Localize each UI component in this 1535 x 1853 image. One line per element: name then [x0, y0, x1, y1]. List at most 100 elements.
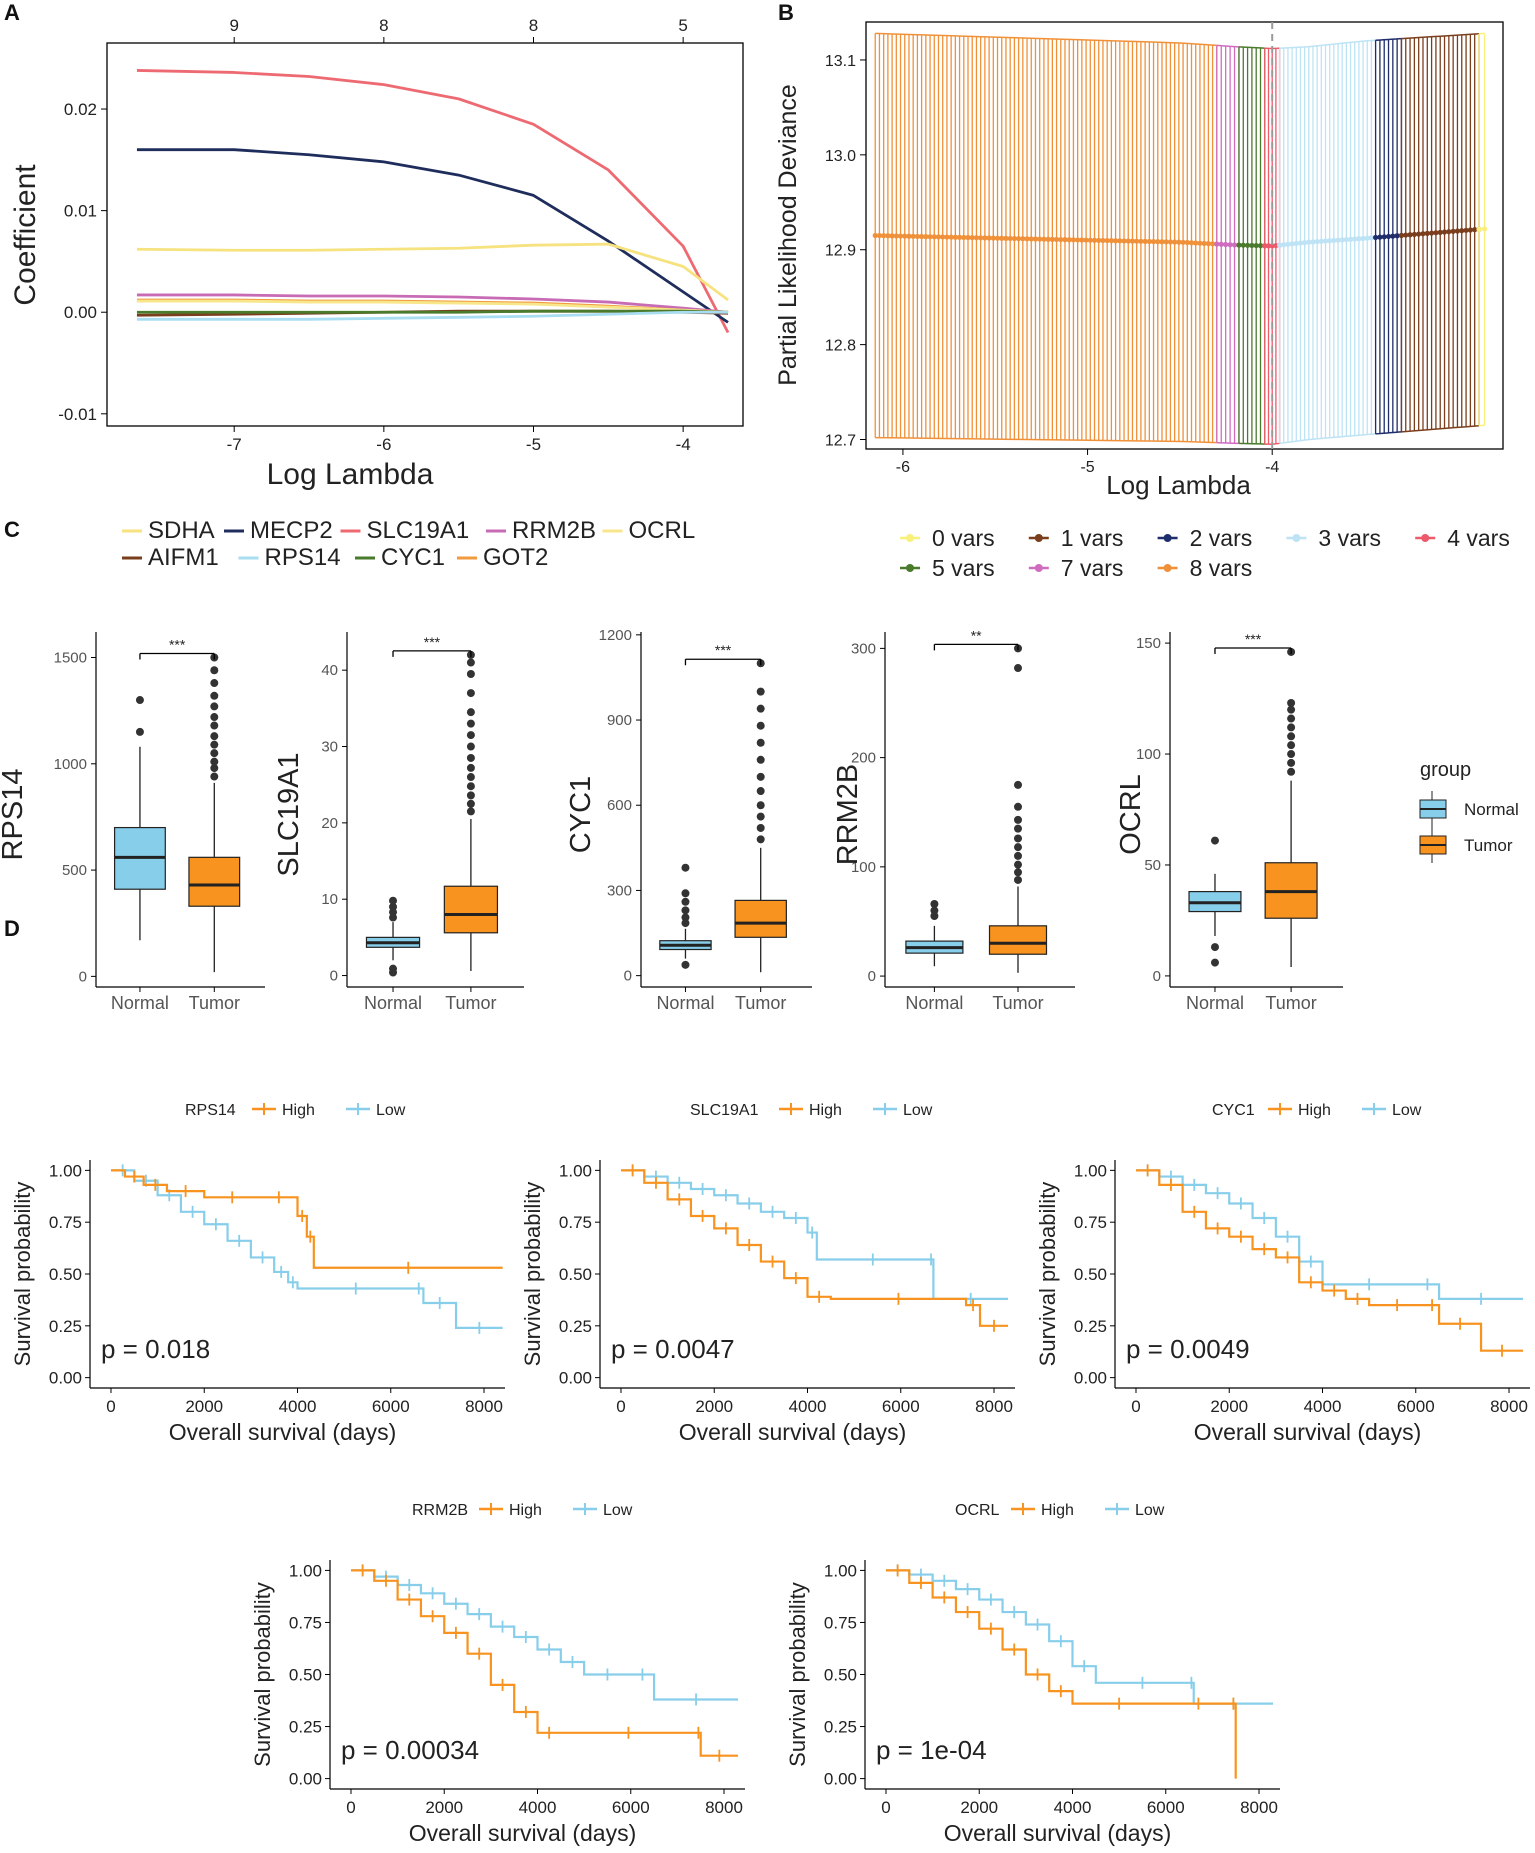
- legend-key-dot: [1421, 534, 1430, 542]
- x-axis-label: Log Lambda: [267, 458, 434, 491]
- outlier-point: [1287, 732, 1296, 741]
- y-axis-label: Coefficient: [9, 164, 42, 306]
- deviance-point: [1343, 236, 1349, 243]
- deviance-point: [1433, 230, 1439, 236]
- survival-curve-high: [620, 1169, 1009, 1327]
- deviance-point: [1416, 231, 1422, 237]
- km-plot-cyc1: 0.00 0.25 0.50 0.75 1.00 0 2000 4000 6000 8000 Ove…: [1035, 1102, 1530, 1445]
- deviance-point: [1041, 236, 1047, 242]
- outlier-point: [756, 721, 765, 730]
- legend-label-high: High: [509, 1502, 542, 1519]
- coef-line-slc19a1: [136, 69, 730, 334]
- outlier-point: [1210, 836, 1219, 845]
- y-tick-label: 0.75: [824, 1613, 857, 1632]
- legend-label: 0 vars: [932, 525, 995, 551]
- outlier-point: [466, 708, 475, 717]
- legend-key-dot: [906, 534, 914, 542]
- outlier-point: [466, 773, 475, 782]
- y-tick-label: 0.01: [64, 202, 97, 221]
- deviance-point: [1476, 226, 1482, 232]
- legend-label-aifm1: AIFM1: [148, 544, 219, 571]
- x-tick-label: 4000: [519, 1798, 557, 1817]
- y-axis-label: RPS14: [0, 769, 29, 861]
- deviance-point: [931, 234, 937, 240]
- legend-key-dot: [1292, 534, 1301, 542]
- y-tick-label: 1000: [54, 756, 87, 773]
- top-tick-label: 8: [529, 16, 538, 35]
- deviance-point: [1037, 236, 1043, 242]
- y-tick-label: 0.00: [289, 1770, 322, 1789]
- deviance-point: [1205, 241, 1211, 247]
- error-cap-upper: [1238, 46, 1265, 49]
- deviance-point: [956, 234, 963, 240]
- outlier-point: [756, 801, 765, 810]
- deviance-point: [1049, 236, 1055, 242]
- boxplot-rrm2b: 0 100 200 300 RRM2B Normal Tumor **: [832, 627, 1075, 1013]
- deviance-point: [1062, 237, 1068, 243]
- deviance-point: [1459, 228, 1465, 234]
- deviance-point: [1087, 237, 1093, 243]
- deviance-point: [1091, 237, 1098, 243]
- legend-key-dot: [1163, 564, 1172, 572]
- box-tumor: [188, 856, 241, 907]
- y-tick-label: 0.75: [49, 1213, 82, 1232]
- outlier-point: [681, 863, 690, 872]
- outlier-point: [210, 732, 219, 741]
- outlier-point: [210, 772, 219, 781]
- y-tick-label: 0: [1153, 968, 1161, 985]
- outlier-point: [466, 782, 475, 791]
- error-cap-lower: [1216, 441, 1239, 445]
- panel-label-a: A: [4, 0, 20, 25]
- outlier-point: [681, 919, 690, 928]
- deviance-point: [885, 233, 891, 239]
- plot-frame: [106, 42, 744, 427]
- x-tick-label: -7: [227, 435, 242, 454]
- y-tick-label: 12.8: [825, 338, 856, 355]
- outlier-point: [210, 679, 219, 688]
- x-tick-label: 8000: [465, 1397, 503, 1416]
- km-plot-slc19a1: 0.00 0.25 0.50 0.75 1.00 0 2000 4000 6000 8000 Ove…: [520, 1102, 1015, 1445]
- deviance-point: [1454, 228, 1461, 234]
- x-tick-label: 2000: [1210, 1397, 1248, 1416]
- deviance-point: [927, 234, 933, 240]
- deviance-point: [906, 233, 912, 239]
- x-tick-label: 8000: [1490, 1397, 1528, 1416]
- outlier-point: [210, 740, 219, 749]
- deviance-point: [1240, 242, 1246, 248]
- panel-label-d: D: [4, 916, 20, 941]
- deviance-point: [1331, 237, 1337, 244]
- p-value-label: p = 1e-04: [876, 1735, 987, 1765]
- x-tick-label: -6: [376, 435, 391, 454]
- x-tick-label: 0: [106, 1397, 115, 1416]
- outlier-point: [1014, 851, 1022, 860]
- deviance-point: [1463, 227, 1469, 233]
- deviance-point: [1100, 237, 1106, 244]
- y-tick-label: 1.00: [559, 1161, 592, 1180]
- legend-title: group: [1420, 759, 1471, 781]
- legend-gene: CYC1: [1212, 1102, 1255, 1119]
- deviance-point: [1016, 236, 1022, 242]
- km-plot-rps14: 0.00 0.25 0.50 0.75 1.00 0 2000 4000 6000 8000 Ove…: [10, 1102, 505, 1445]
- boxplot-ocrl: 0 50 100 150 OCRL Normal Tumor ***: [1115, 631, 1343, 1013]
- legend-label-high: High: [809, 1102, 842, 1119]
- outlier-point: [466, 669, 475, 678]
- deviance-point: [1377, 234, 1383, 240]
- survival-curve-high: [885, 1569, 1237, 1779]
- x-tick-label: Normal: [656, 993, 714, 1013]
- deviance-point: [897, 233, 904, 239]
- y-tick-label: 1.00: [289, 1561, 322, 1580]
- y-tick-label: 0: [330, 968, 338, 985]
- deviance-point: [1066, 237, 1072, 243]
- coef-line-rps14: [136, 310, 729, 321]
- legend-key-dot: [1034, 564, 1043, 572]
- legend-label-rrm2b: RRM2B: [512, 517, 596, 544]
- deviance-point: [1193, 240, 1199, 246]
- outlier-point: [756, 755, 765, 764]
- deviance-point: [872, 232, 878, 239]
- deviance-point: [1197, 240, 1203, 246]
- x-tick-label: Tumor: [1265, 993, 1316, 1013]
- deviance-point: [940, 234, 946, 240]
- deviance-point: [1032, 236, 1039, 242]
- x-tick-label: -5: [526, 435, 541, 454]
- boxplot-rps14: 0 500 1000 1500 RPS14 Normal Tumor ***: [0, 632, 265, 1013]
